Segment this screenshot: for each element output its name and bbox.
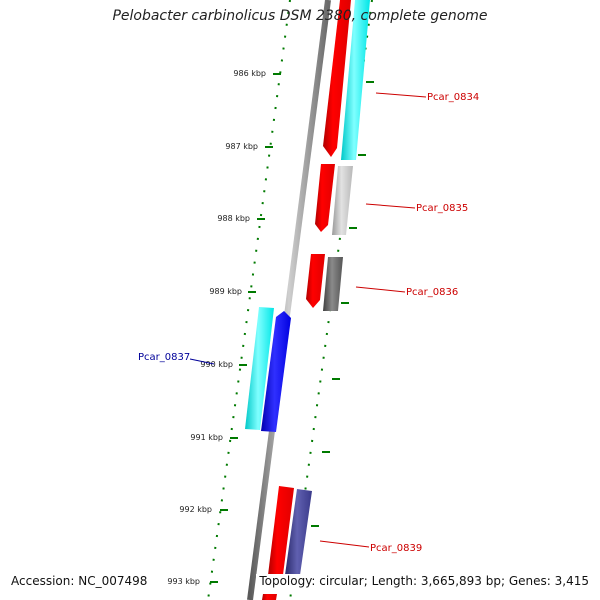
genome-stats: Topology: circular; Length: 3,665,893 bp… [256,574,592,588]
tick-label: 989 kbp [209,287,242,296]
gene-arrow-red-continued[interactable] [262,594,277,600]
accession-value: NC_007498 [78,574,148,588]
gene-feature-pcar-0835[interactable]: Pcar_0835 [315,164,468,235]
gene-feature-pcar-0834[interactable]: Pcar_0834 [323,0,479,160]
accession-info: Accession: NC_007498 [8,574,151,588]
topology-label: Topology: [259,574,316,588]
gene-label-pcar-0837[interactable]: Pcar_0837 [138,352,190,363]
gene-box-navy[interactable] [285,489,312,575]
gene-label-pcar-0836[interactable]: Pcar_0836 [406,287,458,298]
gene-box-lightgray[interactable] [332,166,353,235]
length-label: Length: [371,574,418,588]
genes-label: Genes: [508,574,551,588]
inner-dotted-track [207,0,291,600]
gene-arrow-red[interactable] [268,486,294,575]
map-title: Pelobacter carbinolicus DSM 2380, comple… [112,8,488,24]
gene-arrow-red[interactable] [315,164,335,232]
outer-tick-marks [311,81,374,527]
gene-feature-pcar-0839[interactable]: Pcar_0839 [262,486,422,600]
accession-label: Accession: [11,574,75,588]
gene-box-cyan[interactable] [245,307,274,430]
tick-label: 993 kbp [167,577,200,586]
tick-label: 990 kbp [200,360,233,369]
genes-value: 3,415 [554,574,589,588]
topology-value: circular [319,574,364,588]
gene-feature-pcar-0837[interactable]: Pcar_0837 [138,307,291,432]
genome-backbone [247,0,331,600]
tick-label: 987 kbp [225,142,258,151]
gene-box-cyan[interactable] [341,0,370,160]
gene-arrow-red[interactable] [323,0,351,157]
gene-feature-pcar-0836[interactable]: Pcar_0836 [306,254,458,311]
tick-label: 992 kbp [179,505,212,514]
gene-box-darkgray[interactable] [323,257,343,311]
gene-label-pcar-0835[interactable]: Pcar_0835 [416,203,468,214]
tick-marks [210,73,281,583]
gene-label-pcar-0839[interactable]: Pcar_0839 [370,543,422,554]
tick-label: 988 kbp [217,214,250,223]
gene-arrow-blue[interactable] [261,311,291,432]
tick-label: 986 kbp [233,69,266,78]
gene-label-pcar-0834[interactable]: Pcar_0834 [427,92,479,103]
length-value: 3,665,893 bp [420,574,501,588]
tick-label: 991 kbp [190,433,223,442]
gene-arrow-red[interactable] [306,254,325,308]
